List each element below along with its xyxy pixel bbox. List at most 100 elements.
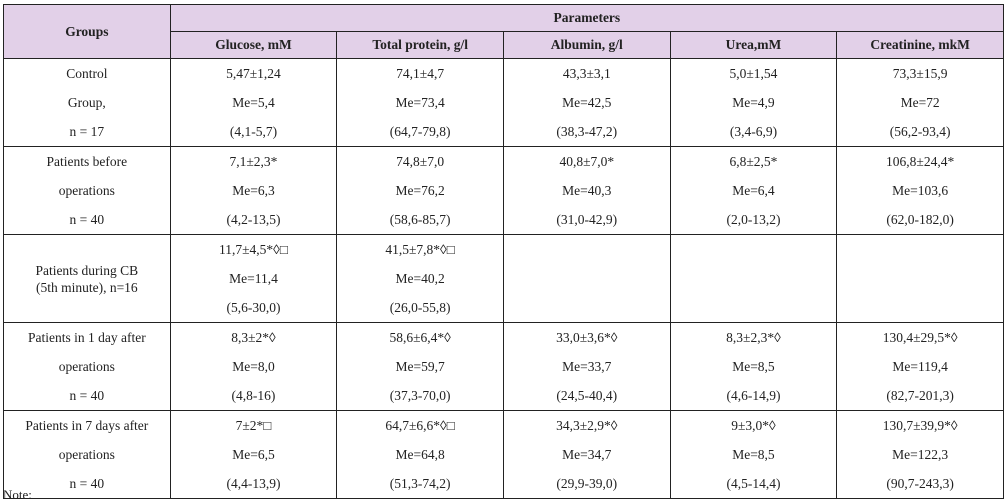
value-line: 74,8±7,0 xyxy=(396,154,445,169)
parameters-header: Parameters xyxy=(169,4,1005,32)
value-line: Me=40,2 xyxy=(395,271,445,286)
value-line: 8,3±2,3*◊ xyxy=(726,330,781,345)
value-line: Me=64,8 xyxy=(395,447,445,462)
group-line: Patients during CB xyxy=(35,262,139,278)
value-cell: 58,6±6,4*◊ Me=59,7 (37,3-70,0) xyxy=(336,322,504,411)
value-line: 58,6±6,4*◊ xyxy=(389,330,451,345)
group-line: n = 40 xyxy=(69,388,105,403)
value-line: (2,0-13,2) xyxy=(726,212,781,227)
value-line: (90,7-243,3) xyxy=(886,476,954,491)
groups-header: Groups xyxy=(3,4,171,59)
value-cell: 33,0±3,6*◊ Me=33,7 (24,5-40,4) xyxy=(502,322,671,411)
group-line: n = 40 xyxy=(69,476,105,491)
group-line: Patients in 7 days after xyxy=(25,418,149,433)
group-line: operations xyxy=(58,447,115,462)
value-cell: 74,1±4,7 Me=73,4 (64,7-79,8) xyxy=(336,58,504,147)
group-line: operations xyxy=(58,183,115,198)
value-line: Me=40,3 xyxy=(562,183,612,198)
value-cell: 130,7±39,9*◊ Me=122,3 (90,7-243,3) xyxy=(836,410,1004,499)
column-header: Albumin, g/l xyxy=(502,31,671,59)
value-line: 130,7±39,9*◊ xyxy=(882,418,958,433)
table-row: Patients during CB (5th minute), n=16 11,7… xyxy=(3,234,1004,323)
value-line: 41,5±7,8*◊□ xyxy=(385,242,455,257)
value-line: 5,47±1,24 xyxy=(226,66,281,81)
parameters-table: Groups Parameters Glucose, mM Total prote… xyxy=(3,4,1005,499)
table-row: Patients in 1 day after operations n = 40 8… xyxy=(3,322,1004,411)
value-line: (5,6-30,0) xyxy=(226,300,281,315)
value-cell: 43,3±3,1 Me=42,5 (38,3-47,2) xyxy=(502,58,671,147)
value-line: Me=119,4 xyxy=(892,359,948,374)
group-line: Patients in 1 day after xyxy=(27,330,146,345)
value-line: 73,3±15,9 xyxy=(892,66,948,81)
value-line: Me=6,3 xyxy=(232,183,275,198)
value-line: Me=8,0 xyxy=(232,359,275,374)
value-cell: 106,8±24,4* Me=103,6 (62,0-182,0) xyxy=(836,146,1004,235)
value-cell xyxy=(836,234,1004,323)
value-line: Me=5,4 xyxy=(232,95,275,110)
value-line: 6,8±2,5* xyxy=(729,154,778,169)
value-line: (37,3-70,0) xyxy=(389,388,451,403)
table-note: Note: xyxy=(3,487,32,502)
value-line: Me=8,5 xyxy=(732,447,775,462)
value-line: Me=33,7 xyxy=(562,359,612,374)
value-line: Me=6,4 xyxy=(732,183,775,198)
table-row: Patients before operations n = 40 7,1±2,3* M… xyxy=(3,146,1004,235)
group-line: Patients before xyxy=(46,154,128,169)
column-header: Urea,mM xyxy=(669,31,838,59)
value-line: Me=6,5 xyxy=(232,447,275,462)
value-line: (58,6-85,7) xyxy=(389,212,451,227)
value-line: (4,6-14,9) xyxy=(726,388,781,403)
group-cell: Patients in 7 days after operations n = 40 xyxy=(3,410,171,499)
value-line: Me=34,7 xyxy=(562,447,612,462)
value-cell: 74,8±7,0 Me=76,2 (58,6-85,7) xyxy=(336,146,504,235)
value-line: Me=11,4 xyxy=(229,271,278,286)
table-row: Control Group, n = 17 5,47±1,24 Me=5,4 (4,1-5… xyxy=(3,58,1004,147)
value-line: (82,7-201,3) xyxy=(886,388,954,403)
value-line: (62,0-182,0) xyxy=(886,212,954,227)
value-line: 64,7±6,6*◊□ xyxy=(385,418,455,433)
column-header: Total protein, g/l xyxy=(336,31,504,59)
value-line: (4,4-13,9) xyxy=(226,476,281,491)
value-line: (26,0-55,8) xyxy=(389,300,451,315)
group-line: n = 17 xyxy=(69,124,105,139)
value-line: (4,1-5,7) xyxy=(229,124,278,139)
value-cell xyxy=(669,234,838,323)
value-line: Me=42,5 xyxy=(562,95,612,110)
value-line: Me=76,2 xyxy=(395,183,445,198)
value-cell: 7±2*□ Me=6,5 (4,4-13,9) xyxy=(169,410,338,499)
value-line: 7±2*□ xyxy=(235,418,272,433)
value-cell: 64,7±6,6*◊□ Me=64,8 (51,3-74,2) xyxy=(336,410,504,499)
value-cell: 130,4±29,5*◊ Me=119,4 (82,7-201,3) xyxy=(836,322,1004,411)
value-line: (4,5-14,4) xyxy=(726,476,781,491)
value-line: (31,0-42,9) xyxy=(556,212,618,227)
value-line: (38,3-47,2) xyxy=(556,124,618,139)
value-line: Me=103,6 xyxy=(892,183,949,198)
value-line: Me=73,4 xyxy=(395,95,445,110)
value-cell: 73,3±15,9 Me=72 (56,2-93,4) xyxy=(836,58,1004,147)
value-cell: 7,1±2,3* Me=6,3 (4,2-13,5) xyxy=(169,146,338,235)
group-cell: Patients before operations n = 40 xyxy=(3,146,171,235)
group-line: Group, xyxy=(67,95,106,110)
value-cell: 9±3,0*◊ Me=8,5 (4,5-14,4) xyxy=(669,410,838,499)
group-cell: Patients during CB (5th minute), n=16 xyxy=(3,234,171,323)
value-line: Me=4,9 xyxy=(732,95,775,110)
value-cell: 40,8±7,0* Me=40,3 (31,0-42,9) xyxy=(502,146,671,235)
value-cell: 5,0±1,54 Me=4,9 (3,4-6,9) xyxy=(669,58,838,147)
value-line: Me=72 xyxy=(900,95,940,110)
value-line: 34,3±2,9*◊ xyxy=(556,418,618,433)
group-cell: Control Group, n = 17 xyxy=(3,58,171,147)
value-line: (51,3-74,2) xyxy=(389,476,451,491)
group-line: operations xyxy=(58,359,115,374)
value-cell: 5,47±1,24 Me=5,4 (4,1-5,7) xyxy=(169,58,338,147)
group-line: n = 40 xyxy=(69,212,105,227)
value-line: 11,7±4,5*◊□ xyxy=(218,242,288,257)
value-line: 5,0±1,54 xyxy=(729,66,778,81)
value-line: (3,4-6,9) xyxy=(729,124,778,139)
value-line: (29,9-39,0) xyxy=(556,476,618,491)
table-row: Patients in 7 days after operations n = 40… xyxy=(3,410,1004,499)
value-line: 74,1±4,7 xyxy=(396,66,445,81)
value-cell: 8,3±2*◊ Me=8,0 (4,8-16) xyxy=(169,322,338,411)
value-line: 130,4±29,5*◊ xyxy=(882,330,958,345)
value-line: Me=59,7 xyxy=(395,359,445,374)
value-line: (24,5-40,4) xyxy=(556,388,618,403)
